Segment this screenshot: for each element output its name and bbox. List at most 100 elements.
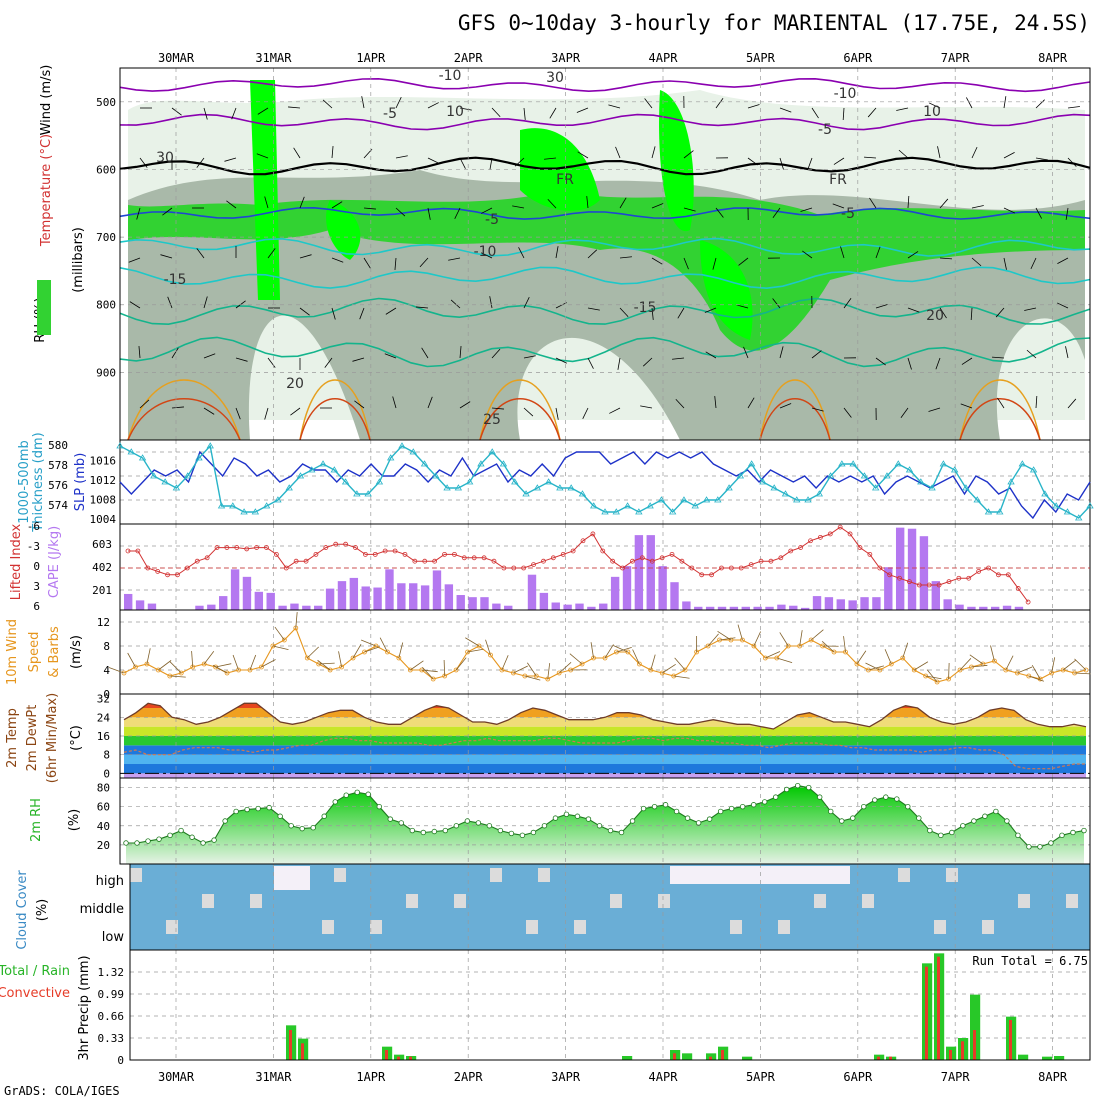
li-marker — [362, 551, 368, 557]
cape-bar — [1014, 606, 1024, 610]
wind-barb — [587, 307, 600, 311]
wind-barb — [672, 357, 685, 360]
wind-barb — [160, 254, 173, 259]
wind-barb — [359, 307, 365, 320]
rh-marker — [1059, 832, 1065, 839]
wind-barb — [331, 146, 334, 159]
y-tick-label: 1.32 — [98, 966, 125, 979]
rh-shading — [659, 90, 694, 232]
wind-barb — [169, 661, 182, 674]
wind-barb — [896, 107, 909, 111]
cloud-row-label: low — [102, 930, 125, 945]
speed-marker — [934, 679, 940, 685]
cape-bar — [219, 596, 228, 610]
wind-barb — [138, 346, 141, 359]
y-axis-label: Convective — [0, 986, 70, 1001]
slp-marker — [161, 478, 169, 485]
slp-marker — [432, 472, 440, 479]
slp-marker — [533, 484, 542, 491]
y-tick-label-right: 1016 — [90, 455, 117, 468]
wind-barb — [617, 357, 621, 370]
li-marker — [293, 558, 299, 564]
slp-marker — [488, 448, 496, 455]
contour-label: -5 — [841, 206, 855, 222]
wind-barb — [1051, 657, 1056, 674]
rh-shading — [250, 80, 280, 300]
rh-marker — [772, 794, 779, 800]
wind-barb — [1057, 257, 1069, 264]
wind-barb — [331, 307, 336, 320]
speed-marker — [991, 658, 997, 664]
wind-barb — [191, 651, 194, 668]
rh-marker — [343, 792, 349, 798]
dewpoint-line — [123, 737, 1086, 770]
li-marker — [956, 575, 962, 581]
li-marker — [550, 555, 556, 561]
wind-barb — [518, 247, 525, 259]
rh-marker — [861, 803, 867, 810]
li-marker — [827, 531, 833, 537]
rh-legend-swatch — [37, 280, 51, 335]
cape-bar — [325, 588, 335, 610]
slp-marker — [262, 502, 271, 509]
cape-bar — [967, 606, 976, 610]
y-tick-label: 578 — [48, 459, 68, 472]
wind-barb — [455, 657, 467, 671]
li-marker — [382, 548, 388, 554]
slp-marker — [612, 508, 620, 515]
slp-marker — [905, 466, 914, 473]
li-marker — [541, 558, 546, 564]
wind-barb — [392, 396, 397, 409]
li-marker — [570, 548, 576, 554]
wind-barb — [1030, 257, 1037, 270]
y-axis-label: Thickness (dm) — [31, 432, 46, 532]
precip-total-bar — [682, 1053, 693, 1060]
cape-bar — [931, 581, 940, 610]
li-marker — [936, 582, 942, 588]
wind-barb — [619, 307, 629, 318]
slp-marker — [759, 478, 767, 485]
precip-conv-bar — [877, 1056, 880, 1060]
li-marker — [639, 555, 645, 561]
wind-barb — [650, 654, 656, 671]
speed-marker — [499, 667, 505, 673]
li-marker — [471, 555, 477, 561]
wind-barb — [875, 357, 886, 366]
li-marker — [976, 569, 982, 574]
speed-marker — [636, 661, 642, 667]
rh-marker — [398, 820, 404, 826]
wind-barb — [127, 652, 136, 668]
slp-marker — [409, 448, 417, 455]
rh-marker — [916, 815, 922, 821]
cloud-cell — [898, 868, 910, 882]
contour-label: 25 — [483, 412, 501, 428]
rh-marker — [651, 803, 658, 810]
temp-band — [124, 708, 1086, 718]
wind-barb — [1017, 666, 1033, 674]
precip-total-bar — [1054, 1056, 1065, 1060]
contour-label: -10 — [834, 86, 857, 102]
slp-marker — [725, 484, 733, 491]
warm-contour — [127, 379, 241, 441]
cloud-cell — [202, 894, 214, 908]
wind-barb — [385, 307, 397, 315]
wind-barb — [363, 207, 376, 210]
wind-barb — [969, 654, 984, 665]
rh-marker — [189, 834, 195, 840]
wind-barb — [527, 662, 537, 677]
speed-marker — [1026, 673, 1032, 679]
speed-marker — [133, 664, 138, 670]
wind-barb — [410, 660, 424, 671]
speed-marker — [155, 667, 161, 673]
rh-marker — [134, 840, 140, 846]
y-tick-label: 800 — [96, 299, 116, 312]
y-axis-label: (6hr Min/Max) — [45, 693, 60, 783]
speed-marker — [808, 637, 814, 643]
wind-barb — [489, 296, 493, 309]
wind-barb — [264, 196, 269, 209]
bottom-date-label: 7APR — [941, 1070, 971, 1084]
wind-barb — [779, 403, 792, 409]
cloud-cell-high — [718, 866, 730, 884]
wind-barb — [1003, 96, 1007, 109]
wind-barb — [108, 667, 125, 674]
